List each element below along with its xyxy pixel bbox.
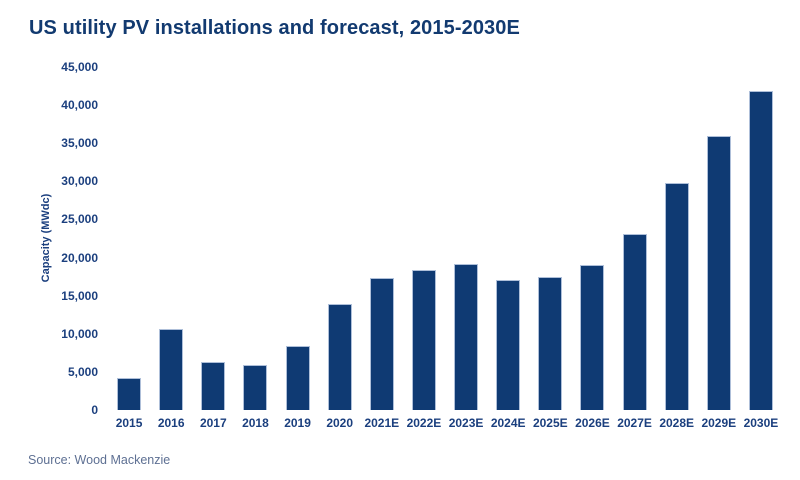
bar-2024E [496,279,521,410]
x-tick-label-2029E: 2029E [701,416,737,430]
bar-2020 [327,304,352,410]
y-tick-label-20000: 20,000 [61,250,98,265]
y-tick-label-5000: 5,000 [67,364,98,379]
x-tick-label-2023E: 2023E [448,416,484,430]
chart-title: US utility PV installations and forecast… [29,17,520,39]
bar-2018 [243,365,268,410]
x-tick-label-2020: 2020 [326,416,354,430]
x-tick-label-2025E: 2025E [532,416,568,430]
bar-2028E [664,182,689,410]
bar-2017 [201,361,226,410]
y-tick-label-40000: 40,000 [61,98,98,113]
y-tick-label-35000: 35,000 [61,136,98,151]
x-tick-label-2030E: 2030E [743,416,779,430]
bar-2029E [706,136,731,410]
x-tick-label-2024E: 2024E [490,416,526,430]
bar-2021E [369,278,394,410]
y-tick-label-45000: 45,000 [61,60,98,74]
y-tick-label-30000: 30,000 [61,174,98,189]
bar-2019 [285,345,310,410]
plot-area [108,67,782,410]
y-tick-label-0: 0 [91,403,98,417]
x-tick-label-2018: 2018 [242,416,269,430]
x-tick-label-2016: 2016 [157,416,185,430]
bar-2030E [748,91,773,410]
y-tick-label-10000: 10,000 [61,326,98,341]
x-tick-label-2017: 2017 [199,416,227,430]
bar-2022E [411,269,436,410]
source-note: Source: Wood Mackenzie [28,453,171,467]
x-tick-label-2022E: 2022E [406,416,442,430]
bar-2016 [159,329,184,410]
bar-2026E [580,265,605,410]
bar-2015 [117,378,142,410]
bar-2025E [538,277,563,410]
x-axis-tick-labels: 2015 2016 2017 2018 2019 2020 2021E 2022E 2023E 2… [108,416,782,432]
x-tick-label-2028E: 2028E [659,416,695,430]
y-tick-label-15000: 15,000 [61,288,98,303]
x-tick-label-2019: 2019 [284,416,311,430]
x-tick-label-2021E: 2021E [364,416,400,430]
x-tick-label-2026E: 2026E [575,416,610,430]
bar-2027E [622,233,647,410]
bar-2023E [454,263,479,410]
y-tick-label-25000: 25,000 [61,212,98,227]
y-axis-tick-labels: 0 5,000 10,000 15,000 20,000 25,000 30,000 35,0… [0,60,98,417]
x-tick-label-2027E: 2027E [617,416,652,430]
x-tick-label-2015: 2015 [115,416,143,430]
